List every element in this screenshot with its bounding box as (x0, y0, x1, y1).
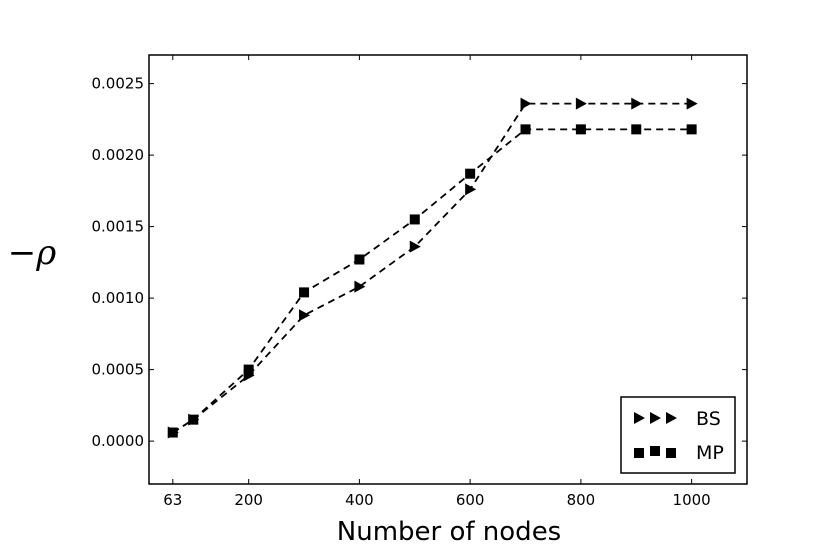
legend-marker-bs (650, 412, 661, 424)
series-line-bs (172, 102, 692, 434)
data-point-mp (686, 124, 697, 135)
data-point-mp (188, 414, 199, 425)
data-point-bs (575, 97, 587, 110)
data-point-mp (520, 124, 531, 135)
y-tick-label: 0.0020 (92, 146, 145, 164)
legend-marker-bs (634, 412, 645, 424)
data-point-mp (243, 364, 254, 375)
data-point-bs (686, 97, 698, 110)
data-point-bs (631, 97, 643, 110)
x-tick-label: 200 (234, 491, 263, 509)
data-point-bs (354, 280, 366, 293)
data-point-bs (409, 240, 421, 253)
data-point-mp (299, 287, 310, 298)
y-tick-label: 0.0025 (92, 75, 145, 93)
legend-marker-bs (666, 412, 677, 424)
x-tick-label: 1000 (673, 491, 711, 509)
y-tick-label: 0.0005 (92, 361, 145, 379)
axis-ticks: 63 200 400 600 800 1000 0.0000 0.0005 0.0010 0.00… (92, 55, 747, 509)
data-point-bs (520, 97, 532, 110)
plot-marks (167, 97, 698, 439)
data-point-bs (465, 183, 477, 196)
data-point-mp (167, 427, 178, 438)
series-line-mp (172, 128, 692, 434)
data-point-mp (354, 254, 365, 265)
y-axis-title: −ρ (8, 233, 56, 273)
legend-label-mp: MP (696, 442, 724, 464)
y-tick-label: 0.0000 (92, 432, 145, 450)
x-axis-title: Number of nodes (337, 517, 561, 547)
legend-frame (620, 396, 736, 474)
legend-marker-mp (650, 446, 660, 456)
data-point-mp (409, 214, 420, 225)
data-point-mp (631, 124, 642, 135)
x-tick-label: 400 (345, 491, 374, 509)
x-tick-label: 600 (456, 491, 485, 509)
data-point-bs (299, 309, 311, 322)
x-tick-label: 63 (163, 491, 182, 509)
plot-frame (148, 54, 748, 485)
y-tick-label: 0.0010 (92, 289, 145, 307)
x-tick-label: 800 (567, 491, 596, 509)
legend-label-bs: BS (696, 408, 721, 430)
legend-marker-mp (666, 448, 676, 458)
data-point-mp (575, 124, 586, 135)
legend: BS MP (620, 396, 736, 474)
y-tick-label: 0.0015 (92, 218, 145, 236)
data-point-mp (465, 168, 476, 179)
legend-marker-mp (634, 448, 644, 458)
